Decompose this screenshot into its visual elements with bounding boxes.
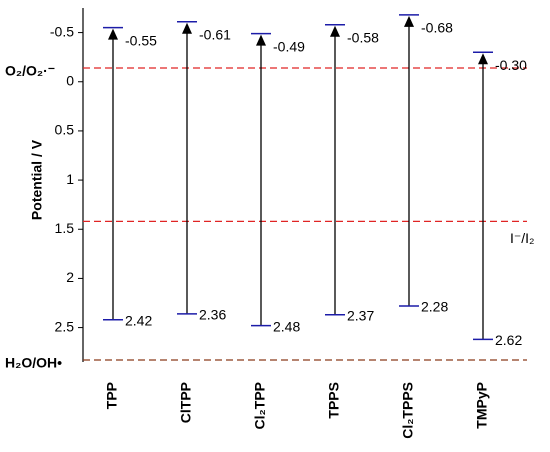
- top-value-label: -0.68: [421, 20, 453, 36]
- y-tick-label: -0.5: [50, 23, 74, 39]
- arrow-head: [182, 22, 192, 34]
- arrow-head: [478, 53, 488, 65]
- arrow-head: [404, 15, 414, 27]
- reference-label: I⁻/I₂: [510, 230, 535, 246]
- y-tick-label: 0: [66, 72, 74, 88]
- x-tick-label: ClTPP: [178, 382, 194, 423]
- top-value-label: -0.55: [125, 32, 157, 48]
- top-value-label: -0.30: [495, 57, 527, 73]
- arrow-head: [330, 25, 340, 37]
- top-value-label: -0.58: [347, 29, 379, 45]
- reference-label: H₂O/OH•: [5, 355, 62, 371]
- y-tick-label: 1: [66, 171, 74, 187]
- arrow-head: [256, 34, 266, 46]
- arrow-head: [108, 28, 118, 40]
- x-tick-label: TPPS: [326, 382, 342, 419]
- top-value-label: -0.49: [273, 38, 305, 54]
- bottom-value-label: 2.62: [495, 332, 522, 348]
- x-tick-label: Cl₂TPP: [252, 382, 268, 429]
- y-tick-label: 1.5: [55, 220, 75, 236]
- bottom-value-label: 2.42: [125, 312, 152, 328]
- bottom-value-label: 2.36: [199, 307, 226, 323]
- bottom-value-label: 2.37: [347, 308, 374, 324]
- top-value-label: -0.61: [199, 26, 231, 42]
- x-tick-label: TPP: [104, 382, 120, 409]
- bottom-value-label: 2.48: [273, 318, 300, 334]
- reference-label: O₂/O₂·⁻: [5, 63, 55, 79]
- y-tick-label: 0.5: [55, 122, 75, 138]
- x-tick-label: TMPyP: [474, 382, 490, 429]
- bottom-value-label: 2.28: [421, 299, 448, 315]
- x-tick-label: Cl₂TPPS: [400, 382, 416, 439]
- y-tick-label: 2: [66, 269, 74, 285]
- y-tick-label: 2.5: [55, 318, 75, 334]
- y-axis-title: Potential / V: [29, 139, 45, 220]
